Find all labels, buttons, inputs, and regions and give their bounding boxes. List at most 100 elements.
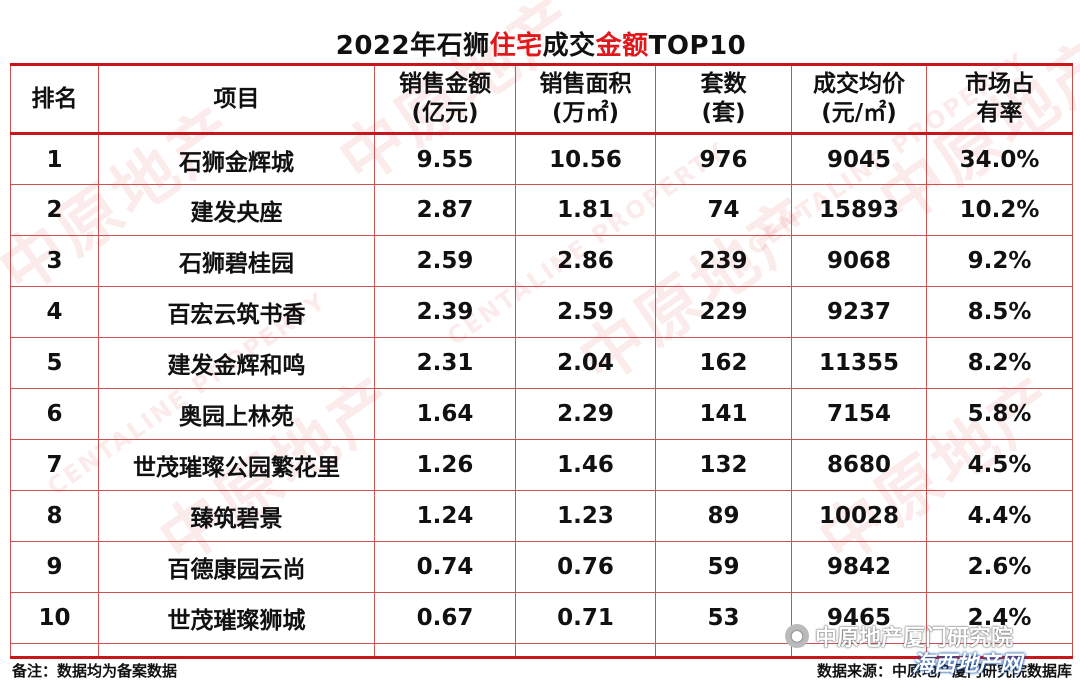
title-highlight-residential: 住宅 [489,31,543,61]
table-row: 9 百德康园云尚 0.74 0.76 59 9842 2.6% [10,541,1073,593]
cell-price: 9465 [791,592,927,644]
cell-price: 9237 [791,286,927,338]
header-rank: 排名 [10,64,99,134]
cell-amount: 1.64 [374,388,516,440]
cell-share: 5.8% [926,388,1073,440]
header-market-share: 市场占 有率 [926,64,1073,134]
table-row: 1 石狮金辉城 9.55 10.56 976 9045 34.0% [10,133,1073,185]
cell-units: 141 [655,388,792,440]
cell-units: 132 [655,439,792,491]
cell-rank: 9 [10,541,99,593]
cell-rank: 1 [10,133,99,185]
table-row: 5 建发金辉和鸣 2.31 2.04 162 11355 8.2% [10,337,1073,389]
cell-amount: 2.87 [374,184,516,236]
cell-price: 15893 [791,184,927,236]
table-row: 8 臻筑碧景 1.24 1.23 89 10028 4.4% [10,490,1073,542]
cell-amount: 9.55 [374,133,516,185]
header-row: 排名 项目 销售金额 (亿元) 销售面积 (万㎡) 套数 (套) 成交均价 (元/㎡) … [10,64,1073,134]
title-top10: TOP10 [648,31,747,61]
cell-share: 4.4% [926,490,1073,542]
cell-project: 百德康园云尚 [98,541,375,593]
cell-rank: 2 [10,184,99,236]
header-avg-price: 成交均价 (元/㎡) [791,64,927,134]
cell-area: 2.59 [515,286,656,338]
cell-units: 162 [655,337,792,389]
cell-project: 百宏云筑书香 [98,286,375,338]
cell-units: 53 [655,592,792,644]
cell-share: 34.0% [926,133,1073,185]
cell-amount: 1.26 [374,439,516,491]
header-sales-area: 销售面积 (万㎡) [515,64,656,134]
header-project: 项目 [98,64,375,134]
cell-project: 石狮金辉城 [98,133,375,185]
wechat-icon: ● [785,624,809,648]
site-watermark: 海西地产网 [912,652,1023,677]
table-row: 3 石狮碧桂园 2.59 2.86 239 9068 9.2% [10,235,1073,287]
cell-share: 2.4% [926,592,1073,644]
cell-project: 奥园上林苑 [98,388,375,440]
cell-area: 2.86 [515,235,656,287]
cell-units: 74 [655,184,792,236]
cell-units: 89 [655,490,792,542]
cell-price: 9045 [791,133,927,185]
cell-rank: 10 [10,592,99,644]
cell-project: 世茂璀璨公园繁花里 [98,439,375,491]
cell-units: 976 [655,133,792,185]
cell-area: 1.46 [515,439,656,491]
cell-units: 59 [655,541,792,593]
wechat-label: 中原地产厦门研究院 [815,626,1014,651]
table-title: 2022年石狮住宅成交金额TOP10 [10,30,1072,63]
cell-area: 10.56 [515,133,656,185]
cell-amount: 0.67 [374,592,516,644]
cell-amount: 2.59 [374,235,516,287]
cell-project: 建发央座 [98,184,375,236]
cell-share: 2.6% [926,541,1073,593]
cell-rank: 6 [10,388,99,440]
cell-area: 0.71 [515,592,656,644]
table-row: 7 世茂璀璨公园繁花里 1.26 1.46 132 8680 4.5% [10,439,1073,491]
cell-share: 10.2% [926,184,1073,236]
cell-amount: 0.74 [374,541,516,593]
cell-amount: 1.24 [374,490,516,542]
cell-share: 8.5% [926,286,1073,338]
cell-price: 7154 [791,388,927,440]
cell-units: 229 [655,286,792,338]
cell-price: 8680 [791,439,927,491]
cell-units: 239 [655,235,792,287]
title-year-city: 2022年石狮 [335,31,490,61]
cell-project: 建发金辉和鸣 [98,337,375,389]
footer-note: 备注：数据均为备案数据 [12,662,178,680]
cell-amount: 2.39 [374,286,516,338]
table-row: 2 建发央座 2.87 1.81 74 15893 10.2% [10,184,1073,236]
cell-area: 1.23 [515,490,656,542]
cell-price: 9842 [791,541,927,593]
cell-area: 1.81 [515,184,656,236]
cell-rank: 7 [10,439,99,491]
header-units: 套数 (套) [655,64,792,134]
cell-area: 2.29 [515,388,656,440]
ranking-table: 排名 项目 销售金额 (亿元) 销售面积 (万㎡) 套数 (套) 成交均价 (元/㎡) … [10,63,1073,659]
cell-price: 11355 [791,337,927,389]
cell-share: 9.2% [926,235,1073,287]
header-sales-amount: 销售金额 (亿元) [374,64,516,134]
data-sheet: 2022年石狮住宅成交金额TOP10 排名 项目 销售金额 (亿元) 销售面积 (万… [10,30,1073,659]
title-deal: 成交 [542,31,596,61]
footer-source: 数据来源：中原地产厦门研究院数据库 [816,662,1072,680]
cell-area: 2.04 [515,337,656,389]
cell-rank: 8 [10,490,99,542]
table-spacer-row [10,643,1073,658]
cell-project: 臻筑碧景 [98,490,375,542]
title-highlight-amount: 金额 [595,31,649,61]
cell-project: 世茂璀璨狮城 [98,592,375,644]
cell-project: 石狮碧桂园 [98,235,375,287]
cell-price: 9068 [791,235,927,287]
cell-share: 8.2% [926,337,1073,389]
cell-rank: 3 [10,235,99,287]
wechat-overlay: ● 中原地产厦门研究院 [785,620,1013,652]
cell-price: 10028 [791,490,927,542]
table-row: 10 世茂璀璨狮城 0.67 0.71 53 9465 2.4% [10,592,1073,644]
table-row: 6 奥园上林苑 1.64 2.29 141 7154 5.8% [10,388,1073,440]
table-row: 4 百宏云筑书香 2.39 2.59 229 9237 8.5% [10,286,1073,338]
cell-area: 0.76 [515,541,656,593]
cell-rank: 5 [10,337,99,389]
